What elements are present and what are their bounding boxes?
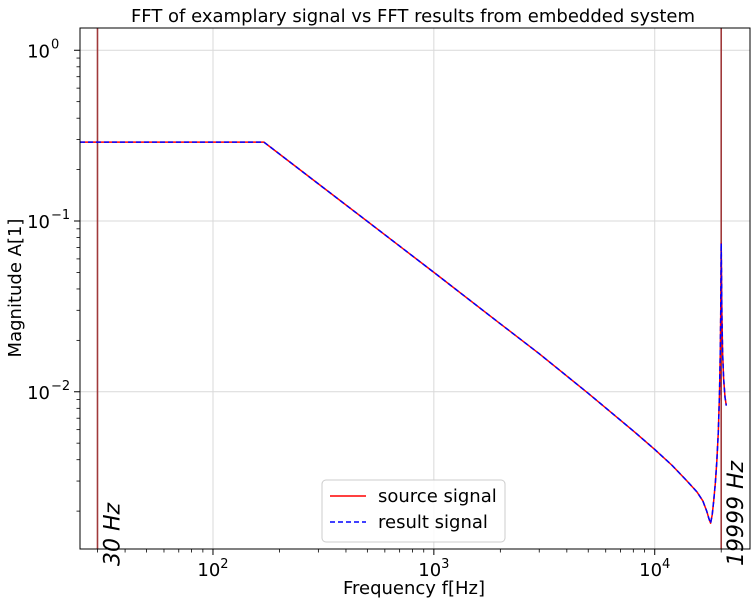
x-axis-ticks: 102 103 104 xyxy=(97,549,722,581)
legend-result-label: result signal xyxy=(378,512,488,533)
y-axis-label: Magnitude A[1] xyxy=(5,219,26,358)
legend-source-label: source signal xyxy=(378,486,497,507)
y-tick-label: 10 xyxy=(27,383,50,404)
legend-box xyxy=(321,479,506,543)
chart-title: FFT of examplary signal vs FFT results f… xyxy=(131,6,695,27)
y-tick-exponent: −1 xyxy=(51,208,70,223)
marker-labels: 30 Hz 19999 Hz xyxy=(100,460,749,566)
x-tick-label: 103 xyxy=(418,557,449,581)
x-tick-label: 104 xyxy=(639,557,670,581)
frequency-marker-label: 19999 Hz xyxy=(724,460,749,566)
legend: source signal result signal xyxy=(321,479,506,543)
plot-frame xyxy=(79,27,751,550)
y-tick-label: 10 xyxy=(27,41,50,62)
result-signal-line xyxy=(80,141,728,524)
x-axis-label: Frequency f[Hz] xyxy=(343,578,485,599)
grid-lines xyxy=(80,28,750,549)
frequency-marker-label: 30 Hz xyxy=(100,502,125,566)
x-tick-label: 102 xyxy=(197,557,228,581)
y-tick-exponent: 0 xyxy=(51,37,59,52)
y-tick-label: 10 xyxy=(27,212,50,233)
y-tick-exponent: −2 xyxy=(51,379,70,394)
series-lines xyxy=(80,141,728,524)
